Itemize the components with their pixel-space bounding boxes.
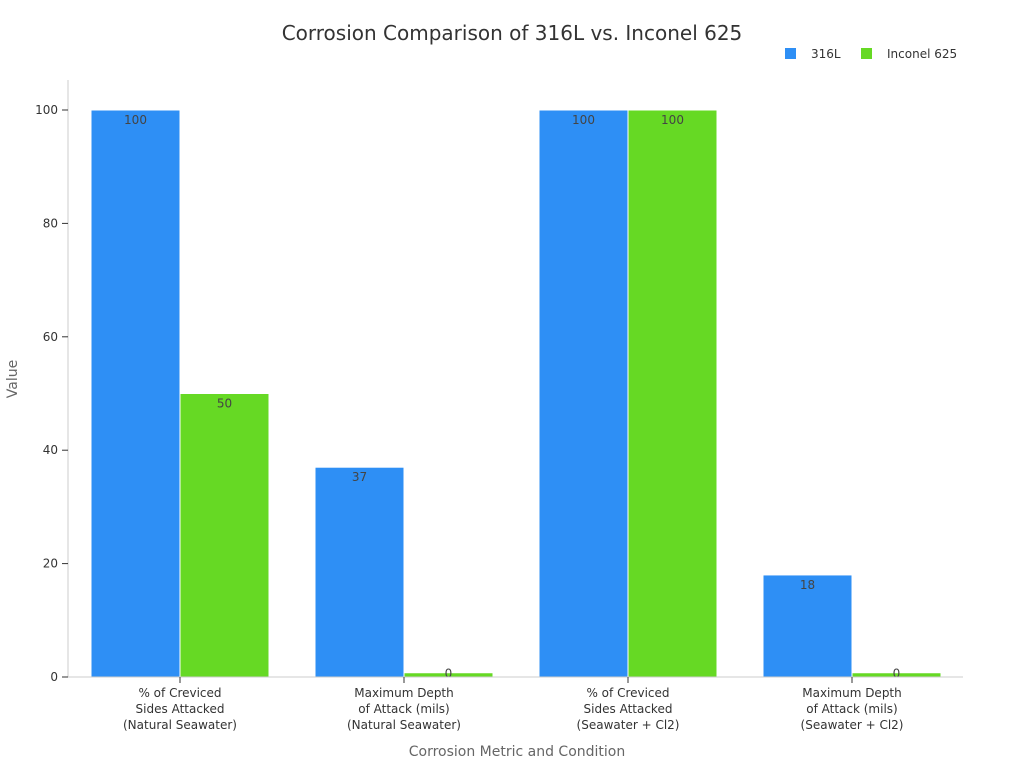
data-label: 18 [800, 578, 815, 592]
bar-inconel-625-2 [627, 109, 718, 678]
y-tick-label: 40 [43, 443, 58, 457]
legend: 316L Inconel 625 [785, 47, 957, 61]
y-tick-label: 0 [50, 670, 58, 684]
y-tick-label: 60 [43, 330, 58, 344]
data-labels: 100 50 37 0 100 100 18 0 [124, 113, 900, 681]
x-axis: % of Creviced Sides Attacked (Natural Seaw… [68, 676, 963, 732]
bar-inconel-625-0 [179, 393, 270, 678]
y-axis-title: Value [5, 360, 21, 398]
data-label: 100 [572, 113, 595, 127]
y-axis: 0 20 40 60 80 100 [35, 80, 69, 684]
data-label: 100 [661, 113, 684, 127]
bar-316l-3 [762, 574, 853, 678]
y-tick-label: 100 [35, 103, 58, 117]
data-label: 0 [893, 667, 901, 681]
bar-316l-1 [314, 466, 405, 678]
data-label: 50 [217, 397, 232, 411]
data-label: 37 [352, 470, 367, 484]
x-tick-label: % of Creviced Sides Attacked (Seawater + C… [577, 686, 680, 732]
y-tick-label: 80 [43, 216, 58, 230]
chart-title: Corrosion Comparison of 316L vs. Inconel… [282, 21, 743, 45]
data-label: 0 [445, 667, 453, 681]
bars [90, 109, 942, 678]
x-tick-label: Maximum Depth of Attack (mils) (Seawater +… [801, 686, 904, 732]
y-tick-label: 20 [43, 557, 58, 571]
x-axis-title: Corrosion Metric and Condition [409, 744, 626, 760]
x-tick-label: Maximum Depth of Attack (mils) (Natural Se… [347, 686, 461, 732]
legend-swatch-316l [785, 48, 796, 59]
data-label: 100 [124, 113, 147, 127]
x-tick-label: % of Creviced Sides Attacked (Natural Seaw… [123, 686, 237, 732]
bar-316l-2 [538, 109, 629, 678]
legend-swatch-inconel-625 [861, 48, 872, 59]
bar-316l-0 [90, 109, 181, 678]
legend-label-316l: 316L [811, 47, 841, 61]
legend-label-inconel-625: Inconel 625 [887, 47, 957, 61]
